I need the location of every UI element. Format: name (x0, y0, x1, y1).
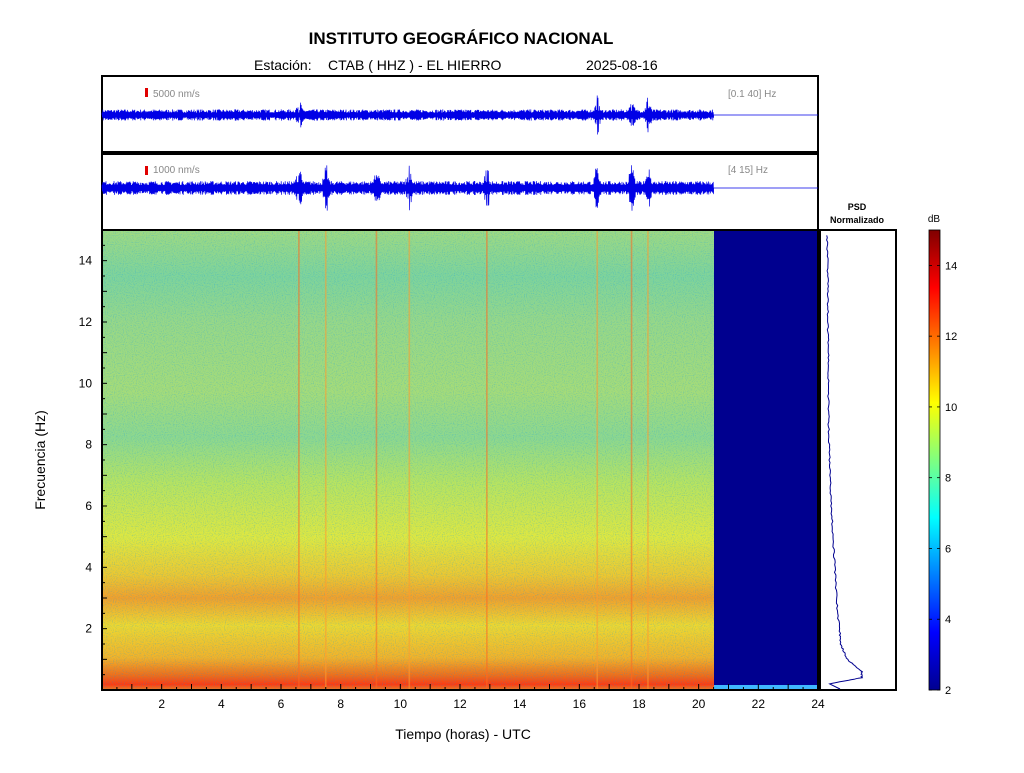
x-tick-label: 18 (632, 697, 646, 711)
y-tick-label: 12 (79, 315, 93, 329)
event-streak (324, 230, 327, 690)
x-tick-label: 4 (218, 697, 225, 711)
x-tick-label: 10 (394, 697, 408, 711)
axis-ticks (102, 244, 804, 690)
event-streak (647, 230, 649, 690)
colorbar-tick-label: 6 (945, 543, 951, 555)
psd-curve (826, 235, 864, 690)
station-label: Estación: (254, 57, 312, 73)
psd-frame (819, 229, 897, 691)
x-tick-label: 14 (513, 697, 527, 711)
y-tick-label: 4 (85, 560, 92, 574)
psd-subtitle: Normalizado (830, 215, 885, 225)
trace-scale-label: 1000 nm/s (153, 165, 200, 176)
trace-waveform (101, 95, 818, 135)
y-tick-label: 10 (79, 376, 93, 390)
psd-title: PSD (848, 202, 867, 212)
no-data-region (714, 230, 818, 685)
colorbar: dB 2 4 6 8 10 12 14 (928, 214, 957, 697)
x-tick-label: 22 (752, 697, 766, 711)
colorbar-label: dB (928, 214, 941, 225)
x-tick-labels: 2 4 6 8 10 12 14 16 18 20 22 24 (158, 697, 825, 711)
colorbar-tick-label: 10 (945, 402, 957, 414)
colorbar-tick-label: 2 (945, 685, 951, 697)
x-tick-label: 6 (278, 697, 285, 711)
trace-line (101, 95, 818, 135)
event-streak (298, 230, 300, 690)
scale-marker (145, 166, 148, 175)
recording-date: 2025-08-16 (586, 57, 658, 73)
event-streak (486, 230, 488, 690)
colorbar-tick-label: 12 (945, 331, 957, 343)
trace-waveform (101, 165, 818, 211)
colorbar-tick-label: 14 (945, 260, 957, 272)
psd-panel: PSD Normalizado (819, 202, 897, 691)
colorbar-tick-label: 4 (945, 614, 951, 626)
trace-line (101, 165, 818, 211)
y-tick-label: 8 (85, 438, 92, 452)
spectrogram-texture (102, 230, 714, 690)
x-axis-label: Tiempo (horas) - UTC (395, 726, 531, 742)
station-name: CTAB ( HHZ ) - EL HIERRO (328, 57, 502, 73)
x-tick-label: 8 (337, 697, 344, 711)
x-tick-label: 16 (573, 697, 587, 711)
y-tick-labels: 2 4 6 8 10 12 14 (79, 254, 93, 636)
trace-filter-label: [0.1 40] Hz (728, 89, 776, 100)
x-tick-label: 20 (692, 697, 706, 711)
y-axis-label: Frecuencia (Hz) (32, 410, 48, 510)
figure-title: INSTITUTO GEOGRÁFICO NACIONAL (309, 29, 614, 48)
event-streak (596, 230, 599, 690)
no-data-base (714, 685, 818, 690)
event-streak (408, 230, 411, 690)
event-streak (630, 230, 633, 690)
scale-marker (145, 88, 148, 97)
event-streak (375, 230, 378, 690)
colorbar-gradient (928, 229, 941, 691)
colorbar-ticks: 2 4 6 8 10 12 14 (929, 260, 957, 697)
trace-scale-label: 5000 nm/s (153, 89, 200, 100)
trace-filter-label: [4 15] Hz (728, 165, 768, 176)
x-tick-label: 12 (453, 697, 467, 711)
y-tick-label: 14 (79, 254, 93, 268)
y-tick-label: 6 (85, 499, 92, 513)
x-tick-label: 24 (811, 697, 825, 711)
event-streaks (298, 230, 649, 690)
seismogram-filtered: 1000 nm/s [4 15] Hz (101, 153, 819, 231)
x-tick-label: 2 (158, 697, 165, 711)
colorbar-tick-label: 8 (945, 473, 951, 485)
seismogram-broadband: 5000 nm/s [0.1 40] Hz (101, 75, 819, 153)
y-tick-label: 2 (85, 622, 92, 636)
